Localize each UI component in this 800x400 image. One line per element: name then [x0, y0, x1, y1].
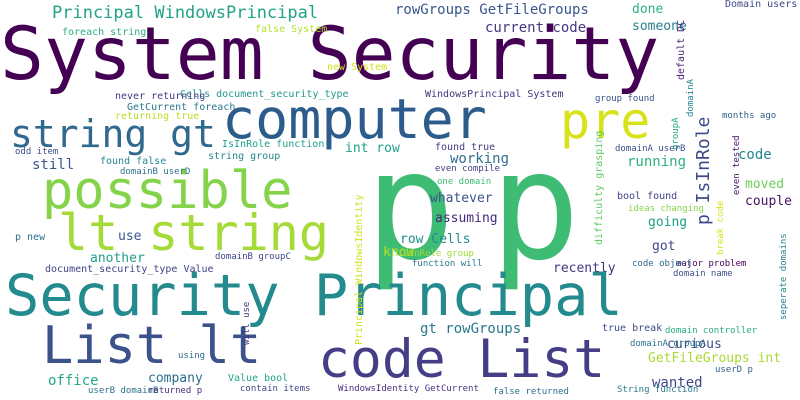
word: got	[652, 240, 675, 253]
word: domainB userD	[120, 168, 190, 177]
word: contain items	[240, 385, 310, 394]
word: ideas changing	[628, 205, 704, 214]
word: months ago	[722, 112, 776, 121]
word: Value bool	[228, 374, 288, 384]
word: couple	[745, 195, 792, 208]
word: group found	[595, 95, 655, 104]
word: function will	[412, 260, 482, 269]
word: never returning	[115, 92, 205, 102]
word: domain name	[673, 270, 733, 279]
word: using	[178, 352, 205, 361]
word: string group	[208, 152, 280, 162]
word: seperate domains	[780, 233, 789, 320]
word: WindowsPrincipal System	[425, 90, 563, 100]
word: document_security_type Value	[45, 265, 214, 275]
word: returned p	[148, 387, 202, 396]
word: bool found	[617, 192, 677, 202]
word: GetFileGroups int	[648, 352, 781, 365]
word: odd item	[15, 148, 58, 157]
word: found false	[100, 157, 166, 167]
word: difficulty grasping	[595, 131, 605, 245]
word: running	[627, 155, 686, 169]
word: still	[32, 158, 74, 172]
word: String function	[617, 386, 698, 395]
word: moved	[745, 178, 784, 191]
word: Domain users	[725, 0, 797, 10]
word: List lt	[42, 320, 261, 372]
word: true break	[602, 324, 662, 334]
word: whatever	[430, 192, 493, 205]
word: Principal WindowsPrincipal	[52, 5, 318, 22]
word: foreach string	[62, 28, 146, 38]
word: current code	[485, 21, 586, 35]
word: code	[738, 148, 772, 162]
word: WindowsIdentity GetCurrent	[338, 385, 479, 394]
word: domain controller	[665, 327, 757, 336]
word: company	[148, 372, 203, 385]
word: rowGroups GetFileGroups	[395, 3, 589, 17]
word: recently	[553, 262, 616, 275]
word: code object	[632, 260, 692, 269]
word: false System	[255, 25, 327, 35]
word: domainA	[687, 79, 696, 117]
word: gt rowGroups	[420, 322, 521, 336]
word: IsInRole group	[398, 250, 474, 259]
word: false returned	[493, 388, 569, 397]
word: default DC	[677, 20, 687, 80]
word: returning true	[115, 112, 199, 122]
word: IsInRole function	[222, 140, 324, 150]
word: domainA groupA	[630, 340, 706, 349]
word: p new	[15, 233, 45, 243]
word: userD p	[715, 366, 753, 375]
word: even compile	[435, 165, 500, 174]
word: break code	[717, 201, 726, 255]
word: int row	[345, 142, 400, 155]
word: domainA userB	[615, 145, 685, 154]
word: one domain	[437, 178, 491, 187]
word: Principal WindowsIdentity	[355, 194, 365, 345]
word: even tested	[733, 135, 742, 195]
word: going	[648, 216, 687, 229]
word: new System	[327, 63, 387, 73]
word: will use	[243, 302, 252, 345]
word: done	[632, 3, 663, 16]
word: use	[118, 230, 141, 243]
word: assuming	[435, 212, 498, 225]
word: domainB groupC	[215, 253, 291, 262]
